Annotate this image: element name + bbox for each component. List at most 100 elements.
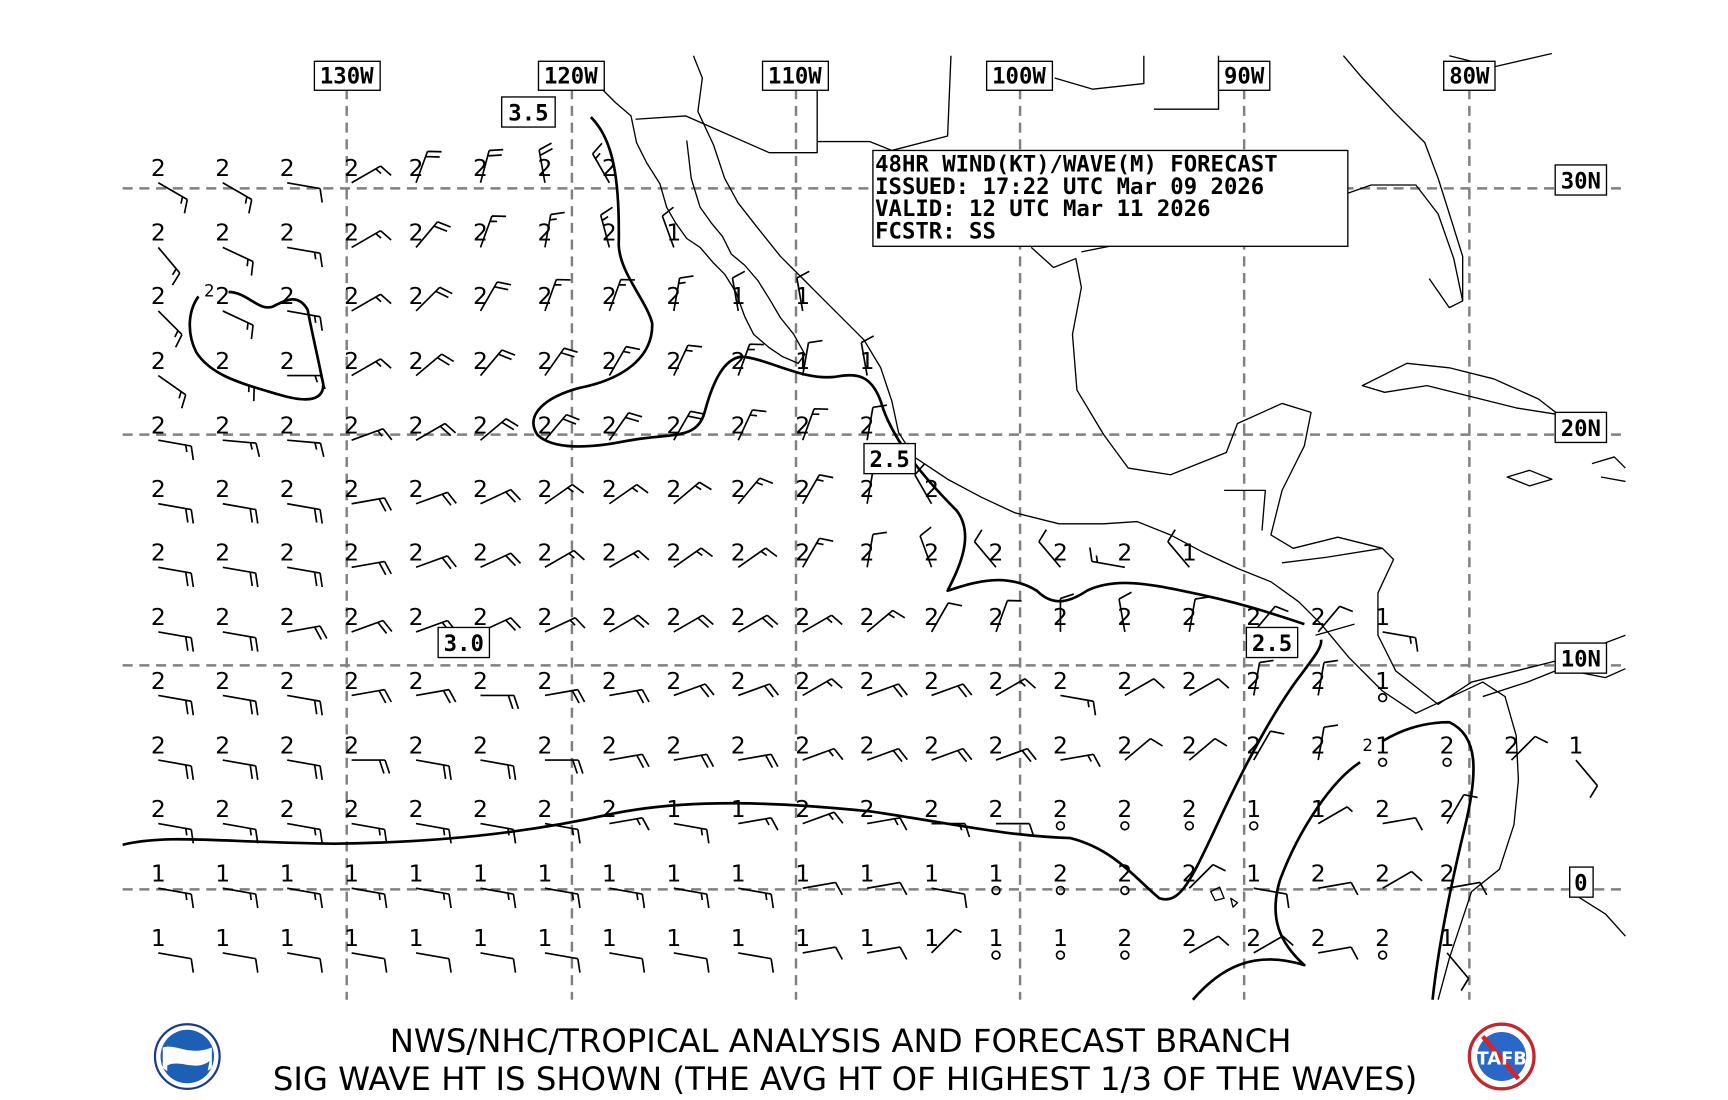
grid-point: 2 xyxy=(1311,724,1339,761)
wave-height-value: 2 xyxy=(1053,731,1068,759)
calm-wind-marker xyxy=(1377,757,1388,768)
cuba-coast xyxy=(1361,362,1560,416)
wind-barb xyxy=(931,887,968,909)
grid-point: 1 xyxy=(1375,667,1390,703)
grid-point: 2 xyxy=(215,731,259,780)
wave-height-value: 2 xyxy=(280,282,295,310)
grid-point: 1 xyxy=(795,860,844,896)
grid-point: 2 xyxy=(280,282,324,331)
wind-barb xyxy=(222,310,254,340)
wave-height-value: 2 xyxy=(215,347,230,375)
wave-height-value: 2 xyxy=(344,667,359,695)
wave-height-value: 2 xyxy=(537,154,552,182)
grid-point: 2 xyxy=(1117,667,1165,697)
wind-barb xyxy=(673,952,710,973)
wave-height-value: 2 xyxy=(860,795,875,823)
grid-point: 2 xyxy=(409,731,452,780)
wave-height-value: 2 xyxy=(409,282,424,310)
wind-barb xyxy=(1382,631,1419,652)
wave-height-value: 2 xyxy=(1311,667,1326,695)
lon-label-120w: 120W xyxy=(544,64,598,90)
wave-height-value: 1 xyxy=(1053,924,1068,952)
wind-barb xyxy=(1089,547,1126,569)
wave-height-value: 2 xyxy=(473,282,488,310)
wind-barb xyxy=(661,206,675,248)
wave-height-value: 2 xyxy=(731,347,746,375)
wave-height-value: 2 xyxy=(473,603,488,631)
wind-barb xyxy=(802,946,844,960)
grid-point: 2 xyxy=(409,412,457,441)
grid-point: 2 xyxy=(919,526,939,568)
lat-label-equator: 0 xyxy=(1574,870,1587,896)
wind-barb xyxy=(351,887,388,909)
wave-height-value: 2 xyxy=(215,412,230,440)
grid-point: 2 xyxy=(280,219,324,268)
grid-point: 2 xyxy=(409,219,451,248)
wave-height-value: 2 xyxy=(1375,795,1390,823)
wind-barb xyxy=(591,142,611,184)
wind-barb xyxy=(222,246,254,276)
wind-barb xyxy=(1318,881,1359,896)
wind-barb xyxy=(737,477,774,505)
wind-barb xyxy=(796,270,810,312)
noaa-logo xyxy=(153,1023,221,1090)
wind-barb xyxy=(995,599,1022,633)
grid-point: 1 xyxy=(1311,795,1353,825)
tafb-logo: TAFB xyxy=(1467,1022,1536,1091)
grid-point: 1 xyxy=(473,860,517,909)
wind-barb xyxy=(608,549,650,568)
wave-height-value: 2 xyxy=(602,282,617,310)
wave-height-value: 2 xyxy=(666,603,681,631)
wind-barb xyxy=(351,229,392,249)
wave-height-value: 1 xyxy=(731,282,746,310)
wind-barb xyxy=(609,952,646,973)
wind-barb xyxy=(1575,759,1599,799)
wind-barb xyxy=(351,822,388,844)
grid-point: 2 xyxy=(1440,731,1455,768)
grid-point: 2 xyxy=(860,531,888,568)
wave-height-value: 2 xyxy=(602,219,617,247)
wind-barb xyxy=(544,617,586,633)
calm-wind-marker xyxy=(1120,950,1130,960)
grid-point: 2 xyxy=(973,529,1003,568)
wave-height-value: 2 xyxy=(666,539,681,567)
wind-barb xyxy=(738,952,775,973)
wind-barb xyxy=(1382,870,1423,889)
wave-height-value: 2 xyxy=(1117,924,1132,952)
wind-barb xyxy=(222,822,259,844)
wind-barb xyxy=(738,887,775,909)
wind-barb xyxy=(1446,793,1478,825)
grid-point: 2 xyxy=(344,603,393,634)
contour-label-2-5: 2.5 xyxy=(863,442,916,475)
galapagos-islands xyxy=(1210,886,1239,908)
wind-barb xyxy=(222,694,259,716)
wind-barb xyxy=(1188,737,1228,761)
wave-height-value: 1 xyxy=(344,860,359,888)
wind-barb xyxy=(222,759,259,780)
grid-point: 1 xyxy=(989,860,1003,896)
wind-barb xyxy=(1317,605,1354,633)
contour-label-2-5-east: 2.5 xyxy=(1245,626,1299,659)
grid-point: 2 xyxy=(1504,731,1549,761)
wave-height-value: 1 xyxy=(473,860,488,888)
wind-barb xyxy=(415,150,442,184)
contour-south xyxy=(122,639,1323,901)
wave-height-value: 1 xyxy=(666,795,681,823)
wave-height-value: 1 xyxy=(1375,731,1390,759)
wave-height-value: 2 xyxy=(473,219,488,247)
wind-barb xyxy=(931,683,973,698)
wave-height-value: 2 xyxy=(473,154,488,182)
wind-barb xyxy=(158,566,195,588)
wave-height-value: 2 xyxy=(151,412,166,440)
wind-barb xyxy=(415,759,452,780)
wave-height-value: 2 xyxy=(537,412,552,440)
wave-height-value: 2 xyxy=(537,795,552,823)
wave-height-value: 1 xyxy=(666,860,681,888)
wave-height-value: 2 xyxy=(1053,860,1068,888)
wave-height-value: 2 xyxy=(860,603,875,631)
grid-point: 2 xyxy=(1117,591,1132,633)
grid-point: 2 xyxy=(1182,860,1226,889)
wave-height-value: 1 xyxy=(1375,603,1390,631)
grid-point: 2 xyxy=(602,475,649,505)
grid-point: 2 xyxy=(1311,603,1354,633)
